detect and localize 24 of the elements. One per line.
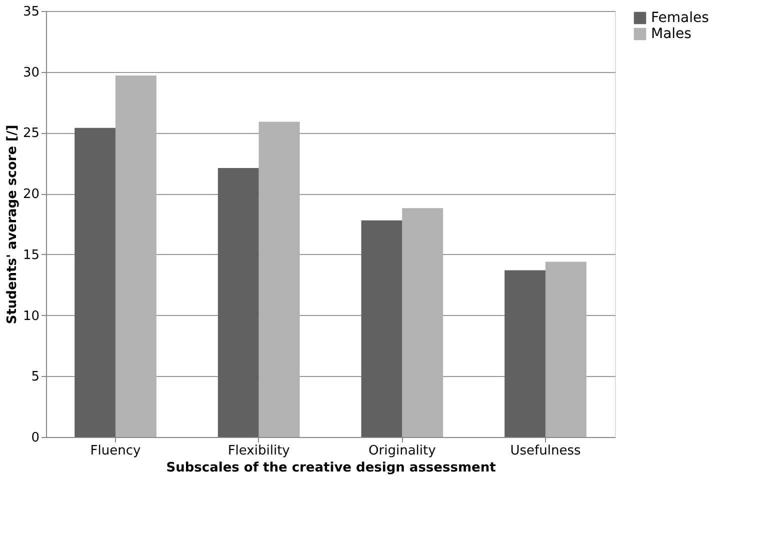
bar (218, 168, 259, 437)
bar (545, 262, 586, 437)
x-tick-label: Flexibility (228, 444, 290, 458)
y-axis-title: Students' average score [/] (4, 124, 20, 324)
x-tick-label: Fluency (90, 444, 142, 458)
y-tick-label: 30 (22, 65, 40, 80)
x-axis-title: Subscales of the creative design assessment (166, 460, 496, 476)
y-tick-label: 0 (31, 430, 40, 446)
x-tick-label: Usefulness (510, 444, 581, 458)
bar (115, 76, 156, 437)
legend-label: Females (651, 10, 709, 26)
bar (504, 270, 546, 437)
bar (402, 208, 444, 437)
y-tick-label: 20 (22, 187, 40, 202)
y-tick-label: 35 (22, 4, 40, 20)
bar (74, 128, 116, 437)
bar (361, 220, 402, 437)
y-tick-label: 10 (22, 308, 40, 324)
legend-label: Males (651, 26, 692, 42)
y-tick-label: 5 (31, 370, 40, 385)
bar (258, 122, 300, 437)
y-tick-label: 15 (22, 248, 40, 263)
x-tick-label: Originality (368, 444, 436, 458)
y-tick-label: 25 (22, 126, 40, 142)
